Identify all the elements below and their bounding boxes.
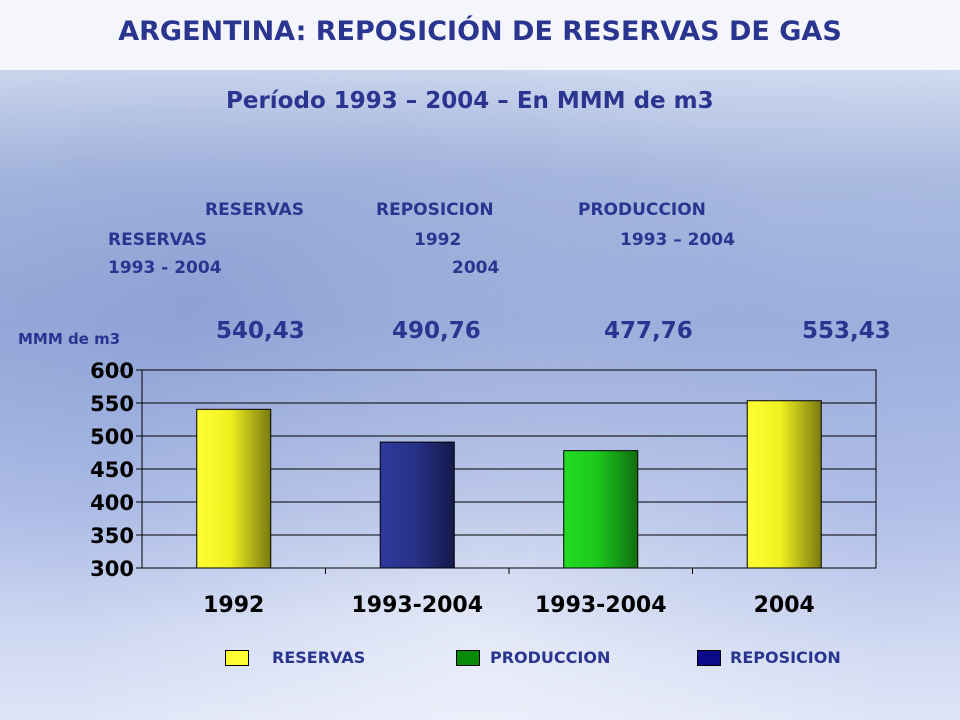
bar-produccion <box>563 450 639 569</box>
legend-swatch-produccion <box>456 650 480 666</box>
legend-swatch-reservas <box>225 650 249 666</box>
value-label-reservas-1992: 540,43 <box>216 318 305 344</box>
x-tick-label: 1992 <box>203 593 264 618</box>
x-tick-label: 2004 <box>754 593 815 618</box>
legend-label-reservas: RESERVAS <box>272 648 366 667</box>
header-produccion: PRODUCCION <box>578 200 706 220</box>
bar-reservas <box>746 400 822 569</box>
page-subtitle: Período 1993 – 2004 – En MMM de m3 <box>226 88 714 114</box>
header-year-1992: 1992 <box>414 230 462 250</box>
y-tick-label: 350 <box>90 524 134 548</box>
header-reposicion: REPOSICION <box>376 200 494 220</box>
header-year-2004: 2004 <box>452 258 500 278</box>
x-tick-label: 1993-2004 <box>535 593 667 618</box>
header-reservas: RESERVAS <box>205 200 305 220</box>
value-label-reservas-2004: 553,43 <box>802 318 891 344</box>
y-tick-label: 450 <box>90 458 134 482</box>
header-reservas-2: RESERVAS <box>108 230 208 250</box>
y-tick-label: 300 <box>90 557 134 581</box>
y-tick-label: 400 <box>90 491 134 515</box>
background <box>0 70 960 720</box>
header-period-1993-2004: 1993 – 2004 <box>620 230 735 250</box>
bar-chart: 600 550 500 450 400 350 300 1992 1993-2004 1993-… <box>90 359 877 618</box>
bars <box>196 400 822 569</box>
bar-reposicion <box>379 441 455 569</box>
x-tick-label: 1993-2004 <box>351 593 483 618</box>
y-tick-label: 500 <box>90 425 134 449</box>
y-tick-label: 600 <box>90 359 134 383</box>
header-period-1993-2004-b: 1993 - 2004 <box>108 258 222 278</box>
title-band <box>0 0 960 70</box>
y-tick-label: 550 <box>90 392 134 416</box>
value-label-reposicion: 490,76 <box>392 318 481 344</box>
legend-label-produccion: PRODUCCION <box>490 648 611 667</box>
unit-label: MMM de m3 <box>18 330 121 348</box>
value-label-produccion: 477,76 <box>604 318 693 344</box>
y-axis: 600 550 500 450 400 350 300 <box>90 359 142 581</box>
page-title: ARGENTINA: REPOSICIÓN DE RESERVAS DE GAS <box>118 16 842 47</box>
legend-swatch-reposicion <box>697 650 721 666</box>
legend-label-reposicion: REPOSICION <box>730 648 841 667</box>
x-axis: 1992 1993-2004 1993-2004 2004 <box>203 568 815 618</box>
bar-reservas <box>196 408 272 569</box>
